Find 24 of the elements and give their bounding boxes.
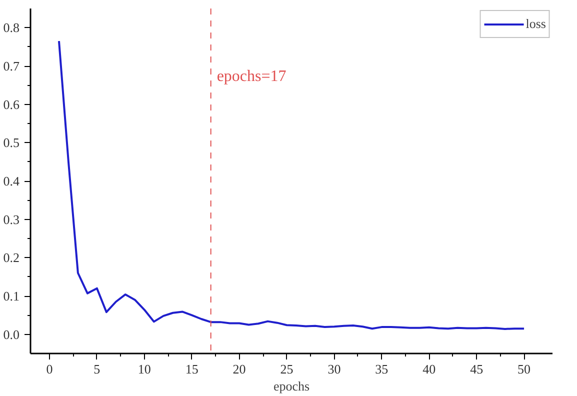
legend-label: loss (526, 16, 546, 32)
y-tick-label: 0.3 (3, 212, 20, 227)
x-tick-label: 30 (328, 362, 341, 376)
y-tick-label: 0.6 (3, 96, 20, 112)
y-tick-label: 0.7 (3, 58, 20, 74)
annotation: epochs=17 (216, 68, 286, 86)
y-tick-label: 0.5 (3, 135, 20, 150)
x-axis-title: epochs (273, 378, 310, 394)
x-tick-label: 15 (185, 362, 198, 376)
x-tick-label: 40 (422, 362, 436, 376)
x-tick-label: 45 (470, 362, 484, 376)
x-tick-label: 35 (375, 362, 388, 376)
x-tick-label: 20 (232, 362, 246, 376)
x-tick-label: 0 (46, 362, 53, 376)
line-series (58, 40, 526, 330)
y-tick-label: 0.2 (3, 250, 20, 266)
y-tick-label: 0.8 (3, 20, 20, 36)
x-tick-label: 50 (518, 362, 531, 376)
x-tick-label: 5 (94, 362, 100, 376)
x-tick-label: 10 (138, 362, 151, 376)
x-tick-label: 25 (280, 362, 294, 376)
y-tick-label: 0.1 (3, 288, 20, 304)
y-tick-label: 0.4 (3, 174, 20, 188)
y-tick-label: 0.0 (3, 326, 20, 342)
